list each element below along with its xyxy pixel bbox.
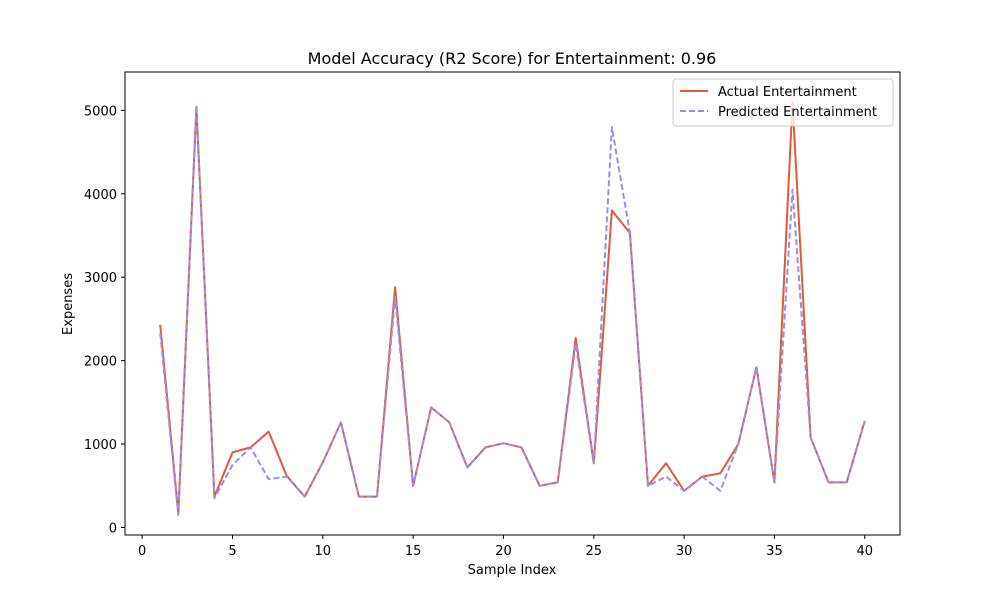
- x-tick-label: 25: [586, 544, 603, 559]
- y-tick-label: 5000: [84, 104, 117, 119]
- x-axis-ticks: 0 5 10 15 20 25 30 35 40: [138, 535, 873, 559]
- y-axis-label: Expenses: [61, 273, 76, 335]
- legend-box: [672, 78, 894, 127]
- x-tick-label: 20: [495, 544, 512, 559]
- legend-label-actual: Actual Entertainment: [718, 85, 857, 100]
- plot-series: [159, 101, 866, 516]
- y-tick-label: 1000: [84, 438, 117, 453]
- legend-label-predicted: Predicted Entertainment: [718, 105, 877, 120]
- x-tick-label: 15: [405, 544, 422, 559]
- x-tick-label: 0: [138, 544, 146, 559]
- y-tick-label: 3000: [84, 271, 117, 286]
- x-tick-label: 5: [228, 544, 236, 559]
- series-line-predicted: [159, 105, 866, 516]
- chart-title: Model Accuracy (R2 Score) for Entertainm…: [308, 49, 717, 68]
- x-axis-label: Sample Index: [468, 563, 557, 578]
- y-tick-label: 4000: [84, 188, 117, 203]
- x-tick-label: 40: [856, 544, 873, 559]
- x-tick-label: 30: [676, 544, 693, 559]
- x-tick-label: 10: [315, 544, 332, 559]
- legend: Actual Entertainment Predicted Entertain…: [672, 78, 894, 127]
- y-tick-label: 2000: [84, 355, 117, 370]
- x-tick-label: 35: [766, 544, 783, 559]
- y-axis-ticks: 0 1000 2000 3000 4000 5000: [84, 104, 125, 536]
- y-tick-label: 0: [109, 521, 117, 536]
- plot-frame: [124, 71, 901, 536]
- series-line-actual: [159, 101, 866, 515]
